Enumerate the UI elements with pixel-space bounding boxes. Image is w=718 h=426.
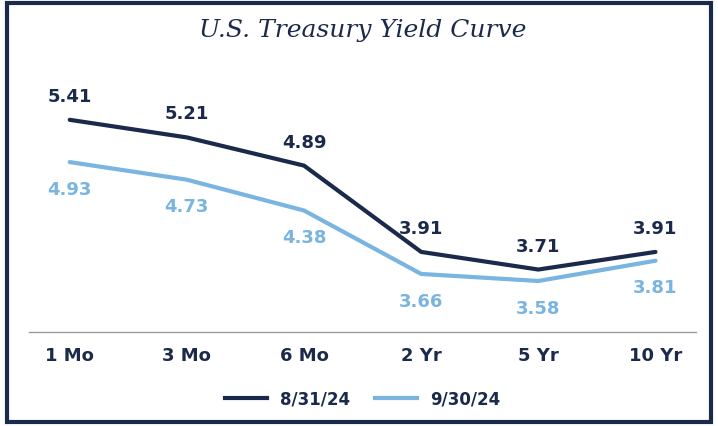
Text: 5.41: 5.41 xyxy=(47,88,92,106)
Text: 3.91: 3.91 xyxy=(399,219,443,237)
Text: 4.89: 4.89 xyxy=(281,133,326,151)
Text: 3.66: 3.66 xyxy=(399,292,443,310)
Text: 3.71: 3.71 xyxy=(516,237,561,255)
Text: 3.58: 3.58 xyxy=(516,299,561,317)
Text: 4.93: 4.93 xyxy=(47,180,92,198)
Text: 5.21: 5.21 xyxy=(164,105,209,123)
Text: 4.38: 4.38 xyxy=(281,229,326,247)
Text: 4.73: 4.73 xyxy=(164,198,209,216)
Legend: 8/31/24, 9/30/24: 8/31/24, 9/30/24 xyxy=(218,383,507,414)
Text: 3.91: 3.91 xyxy=(633,219,678,237)
Text: 3.81: 3.81 xyxy=(633,279,678,296)
Title: U.S. Treasury Yield Curve: U.S. Treasury Yield Curve xyxy=(199,19,526,42)
